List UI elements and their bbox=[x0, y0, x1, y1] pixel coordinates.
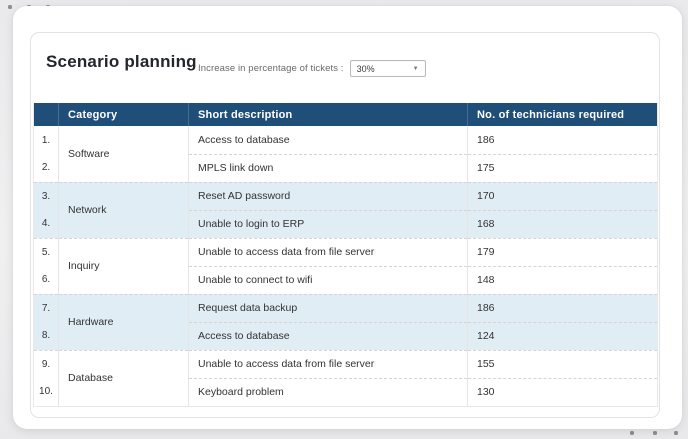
table-row: 8. Access to database 124 bbox=[33, 321, 658, 350]
row-index-cell: 4. bbox=[33, 210, 59, 238]
scenario-table: Category Short description No. of techni… bbox=[33, 103, 658, 407]
col-header-category: Category bbox=[58, 103, 189, 126]
technicians-cell: 168 bbox=[467, 209, 658, 238]
description-cell: Keyboard problem bbox=[188, 377, 468, 406]
decorative-dot bbox=[674, 431, 678, 435]
filter-label: Increase in percentage of tickets : bbox=[198, 63, 344, 74]
decorative-dot bbox=[630, 431, 634, 435]
col-header-description: Short description bbox=[188, 103, 468, 126]
app-window: Scenario planning Increase in percentage… bbox=[13, 6, 682, 429]
row-index-cell: 8. bbox=[33, 322, 59, 350]
row-index-cell: 6. bbox=[33, 266, 59, 294]
tickets-increase-select[interactable]: 30% ▼ bbox=[349, 60, 426, 77]
row-index-cell: 7. bbox=[33, 293, 59, 322]
technicians-cell: 186 bbox=[467, 293, 658, 322]
tickets-increase-filter: Increase in percentage of tickets : 30% … bbox=[198, 60, 426, 77]
category-cell: Software bbox=[58, 126, 189, 182]
table-row: 7. Hardware Request data backup 186 bbox=[33, 293, 658, 350]
row-index-cell: 5. bbox=[33, 237, 59, 266]
category-cell: Network bbox=[58, 181, 189, 238]
category-cell: Database bbox=[58, 349, 189, 406]
row-index-cell: 3. bbox=[33, 181, 59, 210]
description-cell: MPLS link down bbox=[188, 153, 468, 182]
table-row: 6. Unable to connect to wifi 148 bbox=[33, 265, 658, 294]
description-cell: Unable to connect to wifi bbox=[188, 265, 468, 294]
table-row: 3. Network Reset AD password 170 bbox=[33, 181, 658, 238]
page-title: Scenario planning bbox=[46, 52, 197, 71]
description-cell: Unable to access data from file server bbox=[188, 349, 468, 378]
technicians-cell: 186 bbox=[467, 126, 658, 154]
row-index-cell: 10. bbox=[33, 378, 59, 406]
technicians-cell: 130 bbox=[467, 377, 658, 406]
category-cell: Hardware bbox=[58, 293, 189, 350]
description-cell: Unable to login to ERP bbox=[188, 209, 468, 238]
description-cell: Access to database bbox=[188, 126, 468, 154]
technicians-cell: 155 bbox=[467, 349, 658, 378]
technicians-cell: 179 bbox=[467, 237, 658, 266]
row-index-cell: 9. bbox=[33, 349, 59, 378]
row-index-cell: 1. bbox=[33, 126, 59, 154]
scenario-planning-card: Scenario planning Increase in percentage… bbox=[30, 32, 660, 418]
chevron-down-icon: ▼ bbox=[412, 65, 419, 72]
row-index-cell: 2. bbox=[33, 154, 59, 182]
table-row: 5. Inquiry Unable to access data from file… bbox=[33, 237, 658, 294]
decorative-dot bbox=[8, 5, 12, 9]
description-cell: Reset AD password bbox=[188, 181, 468, 210]
table-body: 1. Software Access to database 186 2. MPLS li… bbox=[33, 126, 658, 406]
table-row: 9. Database Unable to access data from fil… bbox=[33, 349, 658, 406]
technicians-cell: 148 bbox=[467, 265, 658, 294]
table-row: 10. Keyboard problem 130 bbox=[33, 377, 658, 406]
col-header-technicians: No. of technicians required bbox=[467, 103, 658, 126]
col-header-index bbox=[33, 103, 59, 126]
technicians-cell: 170 bbox=[467, 181, 658, 210]
category-cell: Inquiry bbox=[58, 237, 189, 294]
select-value: 30% bbox=[356, 63, 375, 74]
technicians-cell: 175 bbox=[467, 153, 658, 182]
description-cell: Request data backup bbox=[188, 293, 468, 322]
table-row: 4. Unable to login to ERP 168 bbox=[33, 209, 658, 238]
description-cell: Unable to access data from file server bbox=[188, 237, 468, 266]
table-row: 1. Software Access to database 186 bbox=[33, 126, 658, 182]
technicians-cell: 124 bbox=[467, 321, 658, 350]
table-header-row: Category Short description No. of techni… bbox=[33, 103, 658, 126]
decorative-dot bbox=[653, 431, 657, 435]
table-row: 2. MPLS link down 175 bbox=[33, 153, 658, 182]
description-cell: Access to database bbox=[188, 321, 468, 350]
